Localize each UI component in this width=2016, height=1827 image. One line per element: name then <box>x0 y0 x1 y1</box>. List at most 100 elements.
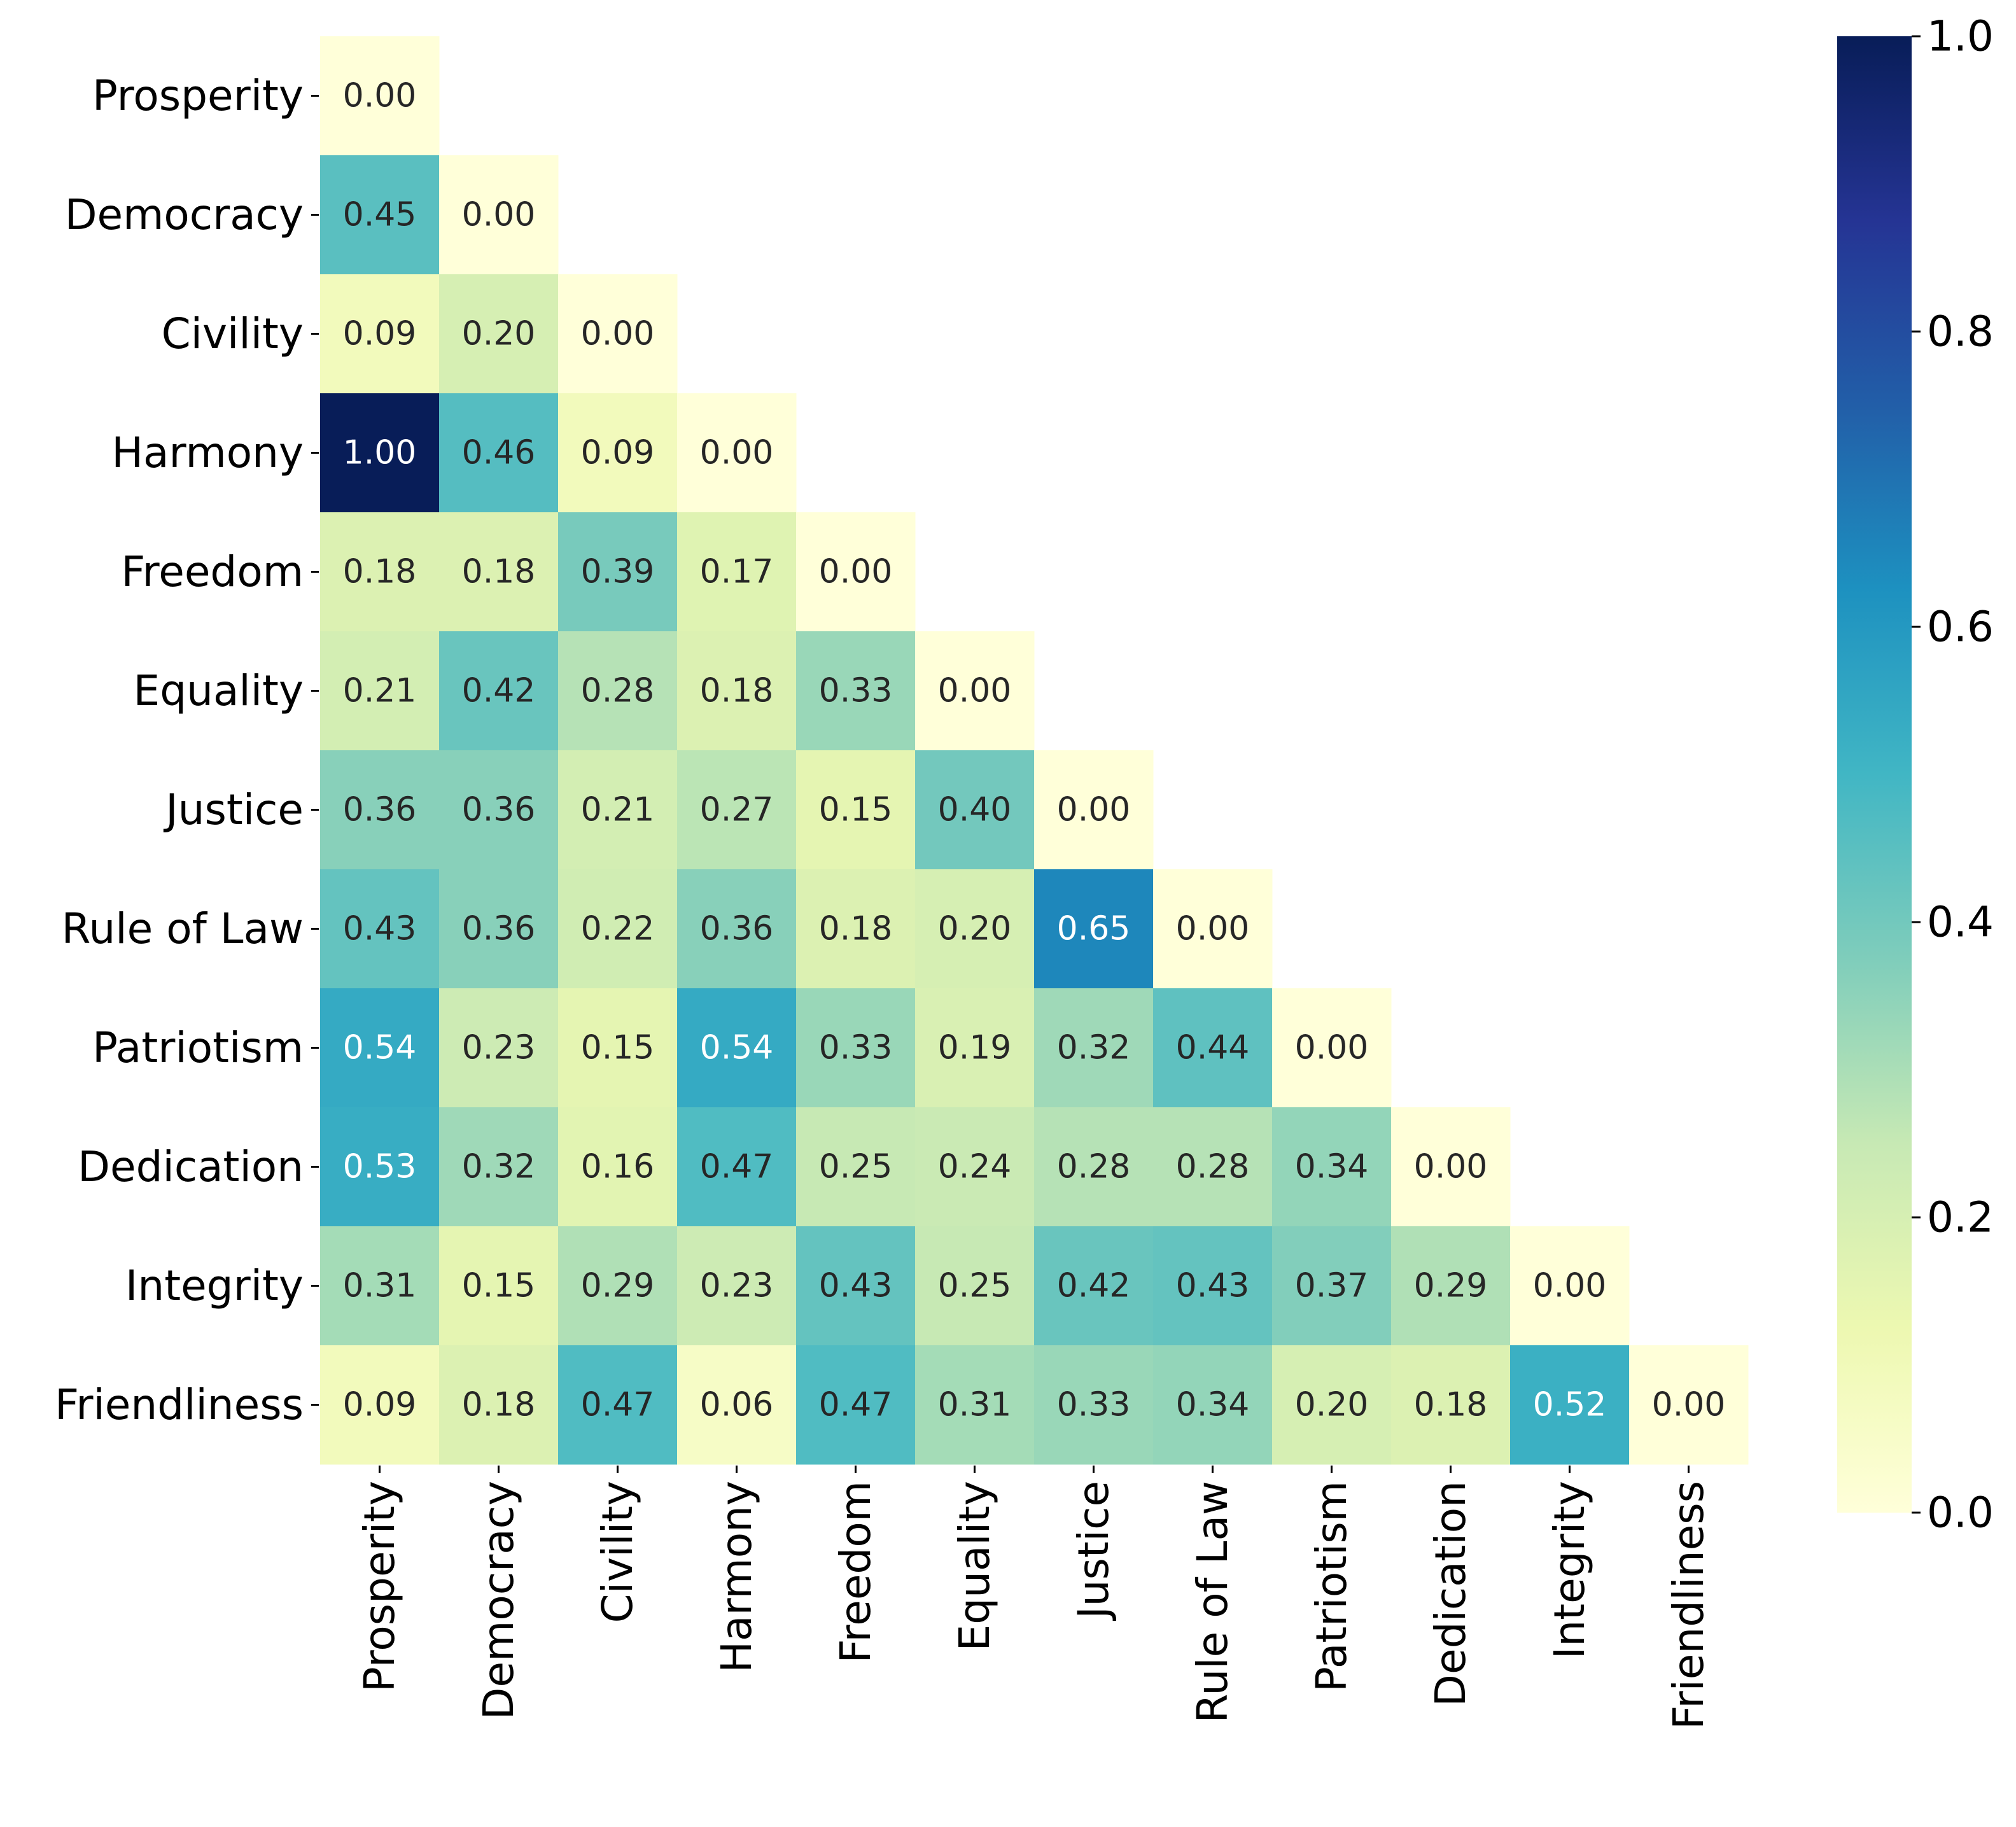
cell-value-label: 0.18 <box>700 672 774 710</box>
heatmap-cell-7-7 <box>1153 869 1273 989</box>
cell-value-label: 0.09 <box>343 315 417 353</box>
cell-value-label: 0.33 <box>1057 1386 1131 1424</box>
cell-value-label: 0.00 <box>1057 791 1131 829</box>
heatmap-cell-11-11 <box>1629 1345 1749 1465</box>
heatmap-cell-11-0 <box>320 1345 440 1465</box>
y-tick-label: Friendliness <box>55 1380 304 1429</box>
cell-value-label: 0.47 <box>581 1386 655 1424</box>
y-tick-label: Rule of Law <box>62 904 304 953</box>
cell-value-label: 0.00 <box>1652 1386 1726 1424</box>
heatmap-cell-10-7 <box>1153 1226 1273 1346</box>
heatmap-cell-8-4 <box>796 988 916 1108</box>
colorbar-tick-label: 1.0 <box>1927 12 1994 61</box>
y-tick-label: Patriotism <box>92 1023 304 1072</box>
cell-value-label: 0.28 <box>1176 1148 1250 1186</box>
heatmap-cell-8-0 <box>320 988 440 1108</box>
heatmap-cell-7-5 <box>915 869 1035 989</box>
heatmap-cell-3-2 <box>558 393 678 513</box>
cell-value-label: 0.21 <box>581 791 655 829</box>
cell-value-label: 0.54 <box>343 1029 417 1067</box>
heatmap-cell-10-5 <box>915 1226 1035 1346</box>
heatmap-cell-10-8 <box>1272 1226 1392 1346</box>
y-tick-label: Dedication <box>78 1142 304 1191</box>
heatmap-cell-7-1 <box>439 869 559 989</box>
cell-value-label: 0.40 <box>938 791 1012 829</box>
heatmap-cell-9-9 <box>1391 1107 1511 1227</box>
cell-value-label: 0.37 <box>1295 1267 1369 1305</box>
x-tick-label: Rule of Law <box>1188 1481 1237 1723</box>
cell-value-label: 0.32 <box>462 1148 536 1186</box>
heatmap-cell-9-2 <box>558 1107 678 1227</box>
heatmap-cell-10-1 <box>439 1226 559 1346</box>
y-tick-label: Equality <box>134 666 304 715</box>
cell-value-label: 0.43 <box>819 1267 893 1305</box>
heatmap-cell-8-3 <box>677 988 797 1108</box>
heatmap-cell-6-5 <box>915 750 1035 870</box>
heatmap-cell-4-1 <box>439 512 559 632</box>
cell-value-label: 0.27 <box>700 791 774 829</box>
heatmap-cell-9-1 <box>439 1107 559 1227</box>
cell-value-label: 0.36 <box>462 791 536 829</box>
heatmap-cell-8-1 <box>439 988 559 1108</box>
cell-value-label: 0.00 <box>462 196 536 234</box>
heatmap-cell-4-4 <box>796 512 916 632</box>
heatmap-cell-9-4 <box>796 1107 916 1227</box>
y-axis-tick-labels: Prosperity Democracy Civility Harmony Freedo… <box>55 71 319 1429</box>
colorbar <box>1837 36 1912 1513</box>
x-tick-label: Justice <box>1069 1481 1118 1621</box>
heatmap-cell-11-2 <box>558 1345 678 1465</box>
cell-value-label: 0.09 <box>343 1386 417 1424</box>
cell-value-label: 0.32 <box>1057 1029 1131 1067</box>
heatmap-cell-9-8 <box>1272 1107 1392 1227</box>
cell-value-label: 0.18 <box>1414 1386 1488 1424</box>
heatmap-cell-6-0 <box>320 750 440 870</box>
cell-value-label: 0.00 <box>1414 1148 1488 1186</box>
cell-value-label: 0.46 <box>462 434 536 472</box>
cell-value-label: 0.00 <box>1295 1029 1369 1067</box>
heatmap-cell-6-3 <box>677 750 797 870</box>
heatmap-cell-11-8 <box>1272 1345 1392 1465</box>
cell-value-label: 0.06 <box>700 1386 774 1424</box>
cell-value-label: 0.25 <box>819 1148 893 1186</box>
colorbar-tick-label: 0.6 <box>1927 603 1994 652</box>
x-tick-label: Democracy <box>474 1481 523 1719</box>
x-tick-label: Civility <box>593 1481 642 1623</box>
cell-value-label: 0.00 <box>938 672 1012 710</box>
heatmap-cell-8-6 <box>1034 988 1154 1108</box>
heatmap-cell-7-2 <box>558 869 678 989</box>
cell-value-label: 0.15 <box>581 1029 655 1067</box>
heatmap-cell-5-4 <box>796 631 916 751</box>
cell-value-label: 0.36 <box>462 910 536 948</box>
heatmap-cell-6-4 <box>796 750 916 870</box>
cell-value-label: 0.53 <box>343 1148 417 1186</box>
x-tick-label: Equality <box>950 1481 999 1651</box>
heatmap-cell-2-1 <box>439 274 559 394</box>
cell-value-label: 0.18 <box>343 553 417 591</box>
cell-value-label: 0.22 <box>581 910 655 948</box>
cell-value-label: 0.29 <box>1414 1267 1488 1305</box>
heatmap-cell-labels: 0.00 0.45 0.00 0.09 0.20 0.00 1.00 0.46 0.09 0.00… <box>343 77 1726 1424</box>
cell-value-label: 0.00 <box>700 434 774 472</box>
cell-value-label: 0.24 <box>938 1148 1012 1186</box>
x-tick-label: Friendliness <box>1664 1481 1713 1730</box>
cell-value-label: 0.39 <box>581 553 655 591</box>
x-tick-label: Harmony <box>712 1481 761 1673</box>
cell-value-label: 0.33 <box>819 672 893 710</box>
heatmap-cell-8-2 <box>558 988 678 1108</box>
cell-value-label: 0.33 <box>819 1029 893 1067</box>
heatmap-cells <box>320 36 1749 1465</box>
cell-value-label: 0.36 <box>343 791 417 829</box>
cell-value-label: 0.17 <box>700 553 774 591</box>
cell-value-label: 0.15 <box>819 791 893 829</box>
x-tick-label: Integrity <box>1545 1481 1594 1659</box>
heatmap-cell-7-3 <box>677 869 797 989</box>
cell-value-label: 0.34 <box>1295 1148 1369 1186</box>
heatmap-cell-9-0 <box>320 1107 440 1227</box>
heatmap-cell-1-1 <box>439 155 559 275</box>
cell-value-label: 0.00 <box>1533 1267 1607 1305</box>
heatmap-cell-5-1 <box>439 631 559 751</box>
heatmap-cell-5-3 <box>677 631 797 751</box>
cell-value-label: 0.44 <box>1176 1029 1250 1067</box>
y-tick-label: Freedom <box>121 547 304 596</box>
